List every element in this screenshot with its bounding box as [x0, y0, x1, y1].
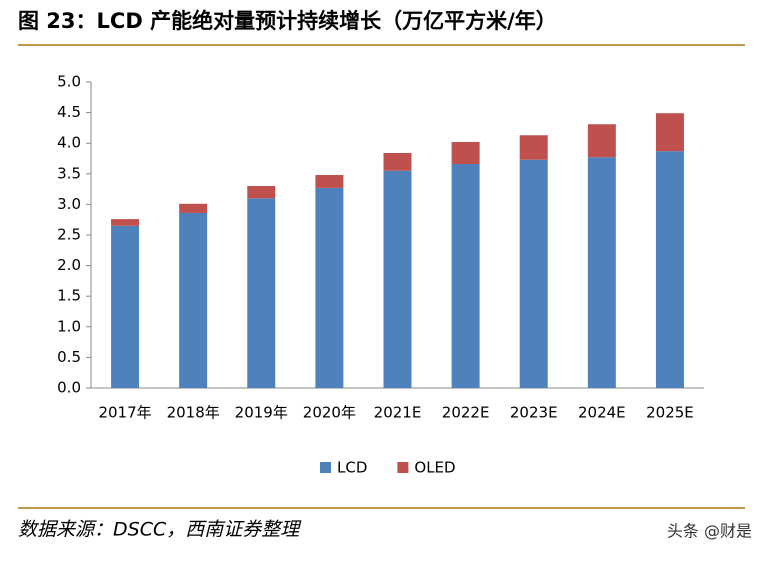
y-tick-label: 0.0 — [57, 379, 81, 397]
y-tick-label: 4.0 — [57, 134, 81, 152]
y-tick-label: 4.5 — [57, 103, 81, 121]
x-tick-label: 2018年 — [167, 404, 220, 422]
y-tick-label: 0.5 — [57, 348, 81, 366]
bar-segment — [519, 159, 548, 388]
bar-segment — [383, 152, 412, 171]
x-tick-label: 2022E — [442, 404, 490, 422]
bar-segment — [519, 135, 548, 160]
bar-segment — [179, 212, 208, 388]
bar-segment — [383, 170, 412, 388]
bar-segment — [111, 219, 140, 226]
bar-segment — [655, 113, 684, 152]
bar-segment — [179, 203, 208, 213]
x-tick-label: 2019年 — [235, 404, 288, 422]
y-tick-label: 5.0 — [57, 73, 81, 91]
bar-segment — [111, 225, 140, 388]
y-tick-label: 2.5 — [57, 226, 81, 244]
x-tick-label: 2023E — [510, 404, 558, 422]
y-tick-label: 1.0 — [57, 317, 81, 335]
legend-swatch — [320, 462, 331, 473]
chart-title: 图 23：LCD 产能绝对量预计持续增长（万亿平方米/年） — [18, 9, 557, 33]
x-tick-label: 2024E — [578, 404, 626, 422]
bar-segment — [587, 124, 616, 158]
source: 数据来源：DSCC，西南证券整理 — [18, 519, 302, 541]
x-tick-label: 2025E — [646, 404, 694, 422]
y-tick-label: 3.0 — [57, 195, 81, 213]
y-tick-label: 3.5 — [57, 164, 81, 182]
bar-segment — [451, 141, 480, 165]
bar-segment — [655, 151, 684, 388]
bar-segment — [247, 198, 276, 388]
x-tick-label: 2020年 — [303, 404, 356, 422]
y-tick-label: 1.5 — [57, 287, 81, 305]
legend-label: LCD — [337, 459, 367, 477]
bar-segment — [315, 187, 344, 388]
bar-segment — [587, 157, 616, 388]
bar-segment — [315, 175, 344, 188]
watermark: 头条 @财是 — [667, 522, 752, 541]
legend-label: OLED — [414, 459, 455, 477]
y-tick-label: 2.0 — [57, 256, 81, 274]
x-tick-label: 2021E — [374, 404, 422, 422]
x-tick-label: 2017年 — [98, 404, 151, 422]
legend-swatch — [397, 462, 409, 473]
bar-segment — [451, 164, 480, 388]
bar-segment — [247, 186, 276, 199]
